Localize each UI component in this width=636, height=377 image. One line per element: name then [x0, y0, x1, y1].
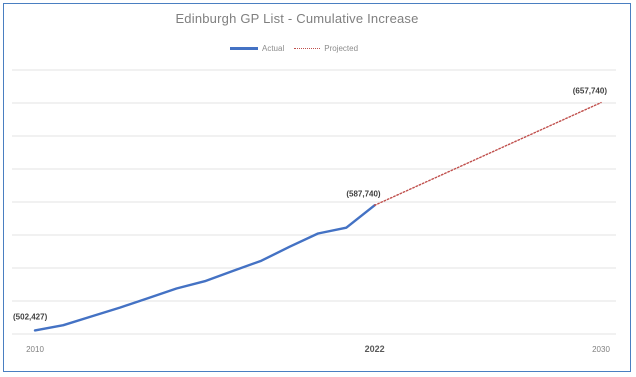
legend-label-actual: Actual: [262, 43, 285, 53]
chart-frame: Edinburgh GP List - Cumulative Increase …: [3, 3, 631, 372]
legend-swatch-actual: [230, 46, 258, 50]
data-label: (502,427): [13, 312, 48, 321]
data-labels: (502,427) (587,740) (657,740): [13, 87, 607, 322]
series-line-actual: [33, 204, 376, 332]
data-label: (657,740): [573, 87, 608, 96]
x-tick-label: 2022: [365, 344, 385, 354]
series-layer: [33, 101, 602, 332]
legend-item-actual: Actual: [230, 44, 284, 53]
legend-label-projected: Projected: [324, 43, 359, 53]
x-tick-label: 2010: [26, 345, 44, 354]
data-label: (587,740): [346, 189, 381, 198]
gridlines: [12, 69, 616, 335]
series-line-projected: [373, 101, 602, 207]
legend-swatch-projected: [294, 47, 321, 49]
legend-item-projected: Projected: [294, 44, 358, 53]
legend: Actual Projected: [230, 42, 368, 54]
x-axis-ticks: 2010 2022 2030: [26, 344, 610, 354]
plot-area: (502,427) (587,740) (657,740) 2010 2022 2030: [12, 69, 616, 354]
x-tick-label: 2030: [592, 345, 610, 354]
chart-title: Edinburgh GP List - Cumulative Increase: [175, 11, 419, 26]
